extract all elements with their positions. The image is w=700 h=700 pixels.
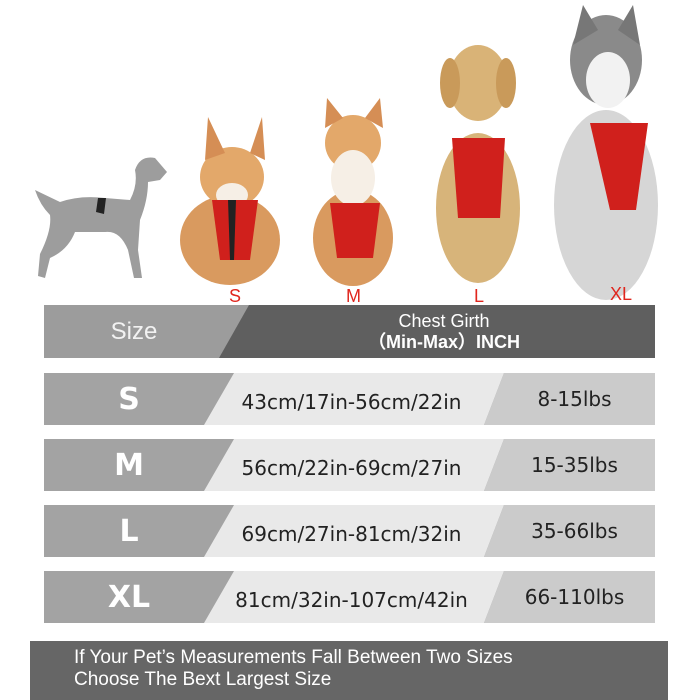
dog-size-label-s: S bbox=[229, 286, 242, 306]
corgi-puppy-image bbox=[180, 117, 280, 285]
weight-cell: 8-15lbs bbox=[537, 387, 612, 411]
dog-silhouette-icon bbox=[35, 157, 167, 278]
size-cell: S bbox=[118, 381, 140, 417]
size-cell: M bbox=[114, 447, 144, 483]
size-cell: XL bbox=[107, 579, 151, 615]
sizing-note-line2: Choose The Bext Largest Size bbox=[74, 669, 332, 690]
golden-retriever-image bbox=[436, 45, 520, 283]
dog-size-label-xl: XL bbox=[610, 284, 633, 304]
weight-cell: 15-35lbs bbox=[531, 453, 618, 477]
size-column-header: Size bbox=[110, 317, 158, 345]
sizing-note: If Your Pet’s Measurements Fall Between … bbox=[30, 641, 668, 700]
table-header: Size Chest Girth （Min-Max）INCH bbox=[44, 305, 655, 358]
weight-cell: 35-66lbs bbox=[531, 519, 618, 543]
girth-cell: 69cm/27in-81cm/32in bbox=[241, 522, 462, 546]
corgi-image bbox=[313, 98, 393, 286]
dog-size-label-m: M bbox=[346, 286, 361, 306]
table-row: XL 81cm/32in-107cm/42in 66-110lbs bbox=[44, 571, 655, 623]
girth-header-line2: （Min-Max）INCH bbox=[368, 332, 520, 352]
girth-header-line1: Chest Girth bbox=[398, 311, 490, 331]
girth-cell: 43cm/17in-56cm/22in bbox=[241, 390, 462, 414]
girth-cell: 56cm/22in-69cm/27in bbox=[241, 456, 462, 480]
girth-column-header: Chest Girth （Min-Max）INCH bbox=[234, 311, 654, 353]
husky-image bbox=[554, 5, 658, 300]
table-row: S 43cm/17in-56cm/22in 8-15lbs bbox=[44, 373, 655, 425]
table-row: L 69cm/27in-81cm/32in 35-66lbs bbox=[44, 505, 655, 557]
sizing-note-line1: If Your Pet’s Measurements Fall Between … bbox=[74, 647, 513, 668]
dog-size-label-l: L bbox=[474, 286, 485, 306]
girth-cell: 81cm/32in-107cm/42in bbox=[235, 588, 468, 612]
size-cell: L bbox=[119, 513, 139, 549]
weight-cell: 66-110lbs bbox=[524, 585, 625, 609]
table-row: M 56cm/22in-69cm/27in 15-35lbs bbox=[44, 439, 655, 491]
